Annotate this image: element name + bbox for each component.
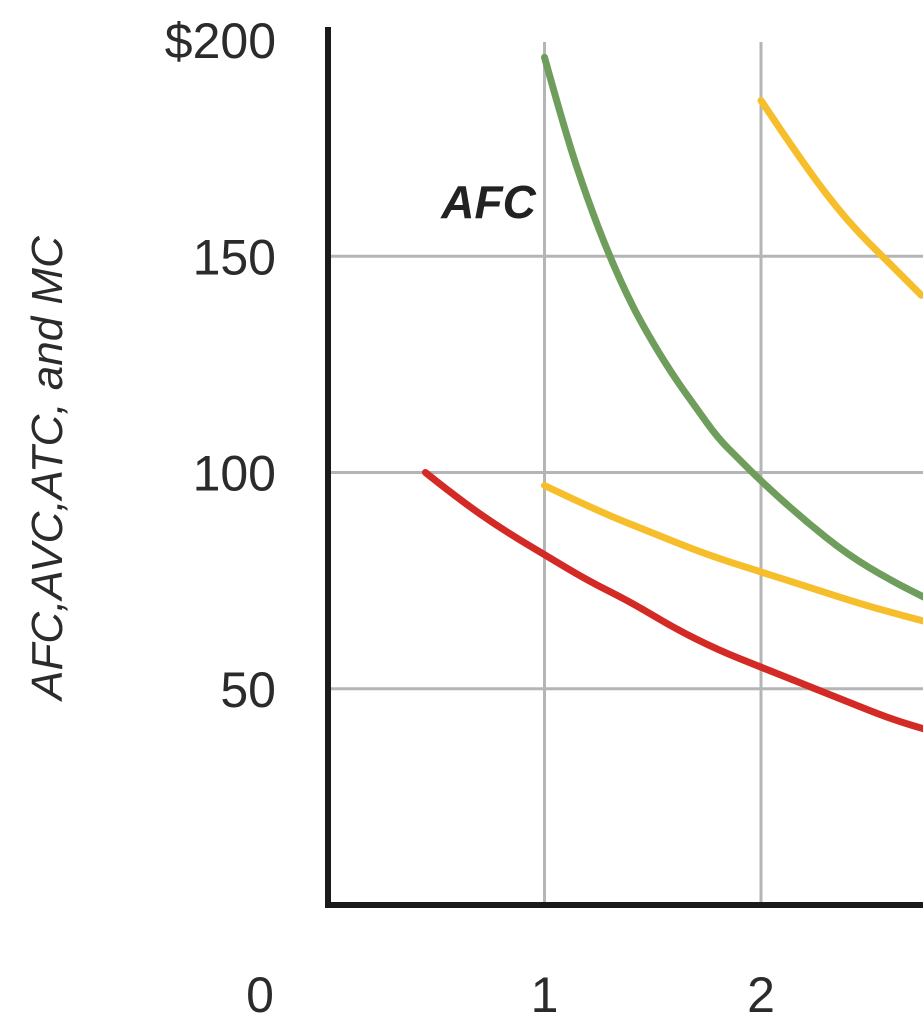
tick-labels: $200 150 100 50 0 1 2 <box>165 13 775 1020</box>
curve-label-afc: AFC <box>440 176 536 228</box>
y-tick-label: 100 <box>193 446 276 502</box>
grid-lines <box>328 42 923 905</box>
series-curve-2 <box>757 97 923 299</box>
series-curve-3 <box>541 482 923 625</box>
y-tick-label: $200 <box>165 13 276 69</box>
y-tick-label: 50 <box>220 662 276 718</box>
y-axis-label: AFC,AVC,ATC, and MC <box>23 235 72 703</box>
axes <box>325 27 923 908</box>
x-tick-label: 1 <box>531 967 559 1020</box>
x-tick-label: 2 <box>747 967 775 1020</box>
series-curves <box>421 53 923 733</box>
afc-curve <box>541 53 923 601</box>
series-curve-4 <box>421 469 923 733</box>
x-tick-label: 0 <box>246 967 274 1020</box>
curve-annotations: AFC <box>440 176 536 228</box>
y-tick-label: 150 <box>193 229 276 285</box>
